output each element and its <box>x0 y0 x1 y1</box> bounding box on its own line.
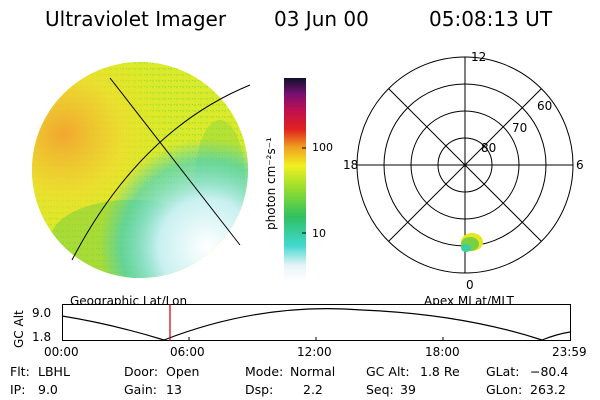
x-tick-2359: 23:59 <box>552 345 587 359</box>
ip-value: 9.0 <box>38 382 58 397</box>
dsp-value: 2.2 <box>303 382 323 397</box>
polar-plot: 12 18 6 0 60 70 80 <box>343 50 584 292</box>
longitude-line <box>109 77 241 246</box>
seq-label: Seq: <box>366 382 394 397</box>
image-date: 03 Jun 00 <box>274 7 369 31</box>
gain-label: Gain: <box>124 382 157 397</box>
ip-label: IP: <box>10 382 26 397</box>
mlt-label-0: 0 <box>466 278 474 292</box>
door-value: Open <box>166 364 200 379</box>
door-label: Door: <box>124 364 159 379</box>
altitude-axis-label: GC Alt <box>12 310 26 348</box>
dsp-label: Dsp: <box>245 382 274 397</box>
image-time: 05:08:13 UT <box>429 7 553 31</box>
glon-label: GLon: <box>486 382 523 397</box>
altitude-plot-frame <box>62 304 571 341</box>
altitude-plot <box>62 304 571 341</box>
altitude-y-low: 1.8 <box>32 330 52 344</box>
altitude-y-high: 9.0 <box>32 306 52 320</box>
latitude-line <box>71 84 251 261</box>
colorbar <box>284 78 306 282</box>
altitude-curve <box>62 308 571 341</box>
polar-emission-spot <box>461 233 483 252</box>
glat-value: −80.4 <box>530 364 569 379</box>
mode-label: Mode: <box>245 364 284 379</box>
auroral-image <box>32 62 251 278</box>
gcalt-value: 1.8 Re <box>420 364 460 379</box>
gain-value: 13 <box>166 382 182 397</box>
x-tick-0000: 00:00 <box>44 345 79 359</box>
image-title: Ultraviolet Imager <box>45 7 227 31</box>
flt-value: LBHL <box>38 364 70 379</box>
gcalt-label: GC Alt: <box>366 364 410 379</box>
glat-label: GLat: <box>486 364 520 379</box>
colorbar-unit-label: photon cm⁻²s⁻¹ <box>264 137 278 230</box>
flt-label: Flt: <box>10 364 30 379</box>
lat-label-60: 60 <box>537 99 552 113</box>
colorbar-tick-10: 10 <box>312 227 326 240</box>
mlt-label-12: 12 <box>471 50 486 64</box>
x-tick-1200: 12:00 <box>297 345 332 359</box>
mode-value: Normal <box>290 364 336 379</box>
lat-label-80: 80 <box>481 141 496 155</box>
lat-label-70: 70 <box>512 121 527 135</box>
x-tick-1800: 18:00 <box>425 345 460 359</box>
mlt-label-6: 6 <box>576 158 584 172</box>
mlt-label-18: 18 <box>343 158 358 172</box>
colorbar-tick-100: 100 <box>312 141 333 154</box>
glon-value: 263.2 <box>530 382 566 397</box>
seq-value: 39 <box>400 382 416 397</box>
x-tick-0600: 06:00 <box>170 345 205 359</box>
